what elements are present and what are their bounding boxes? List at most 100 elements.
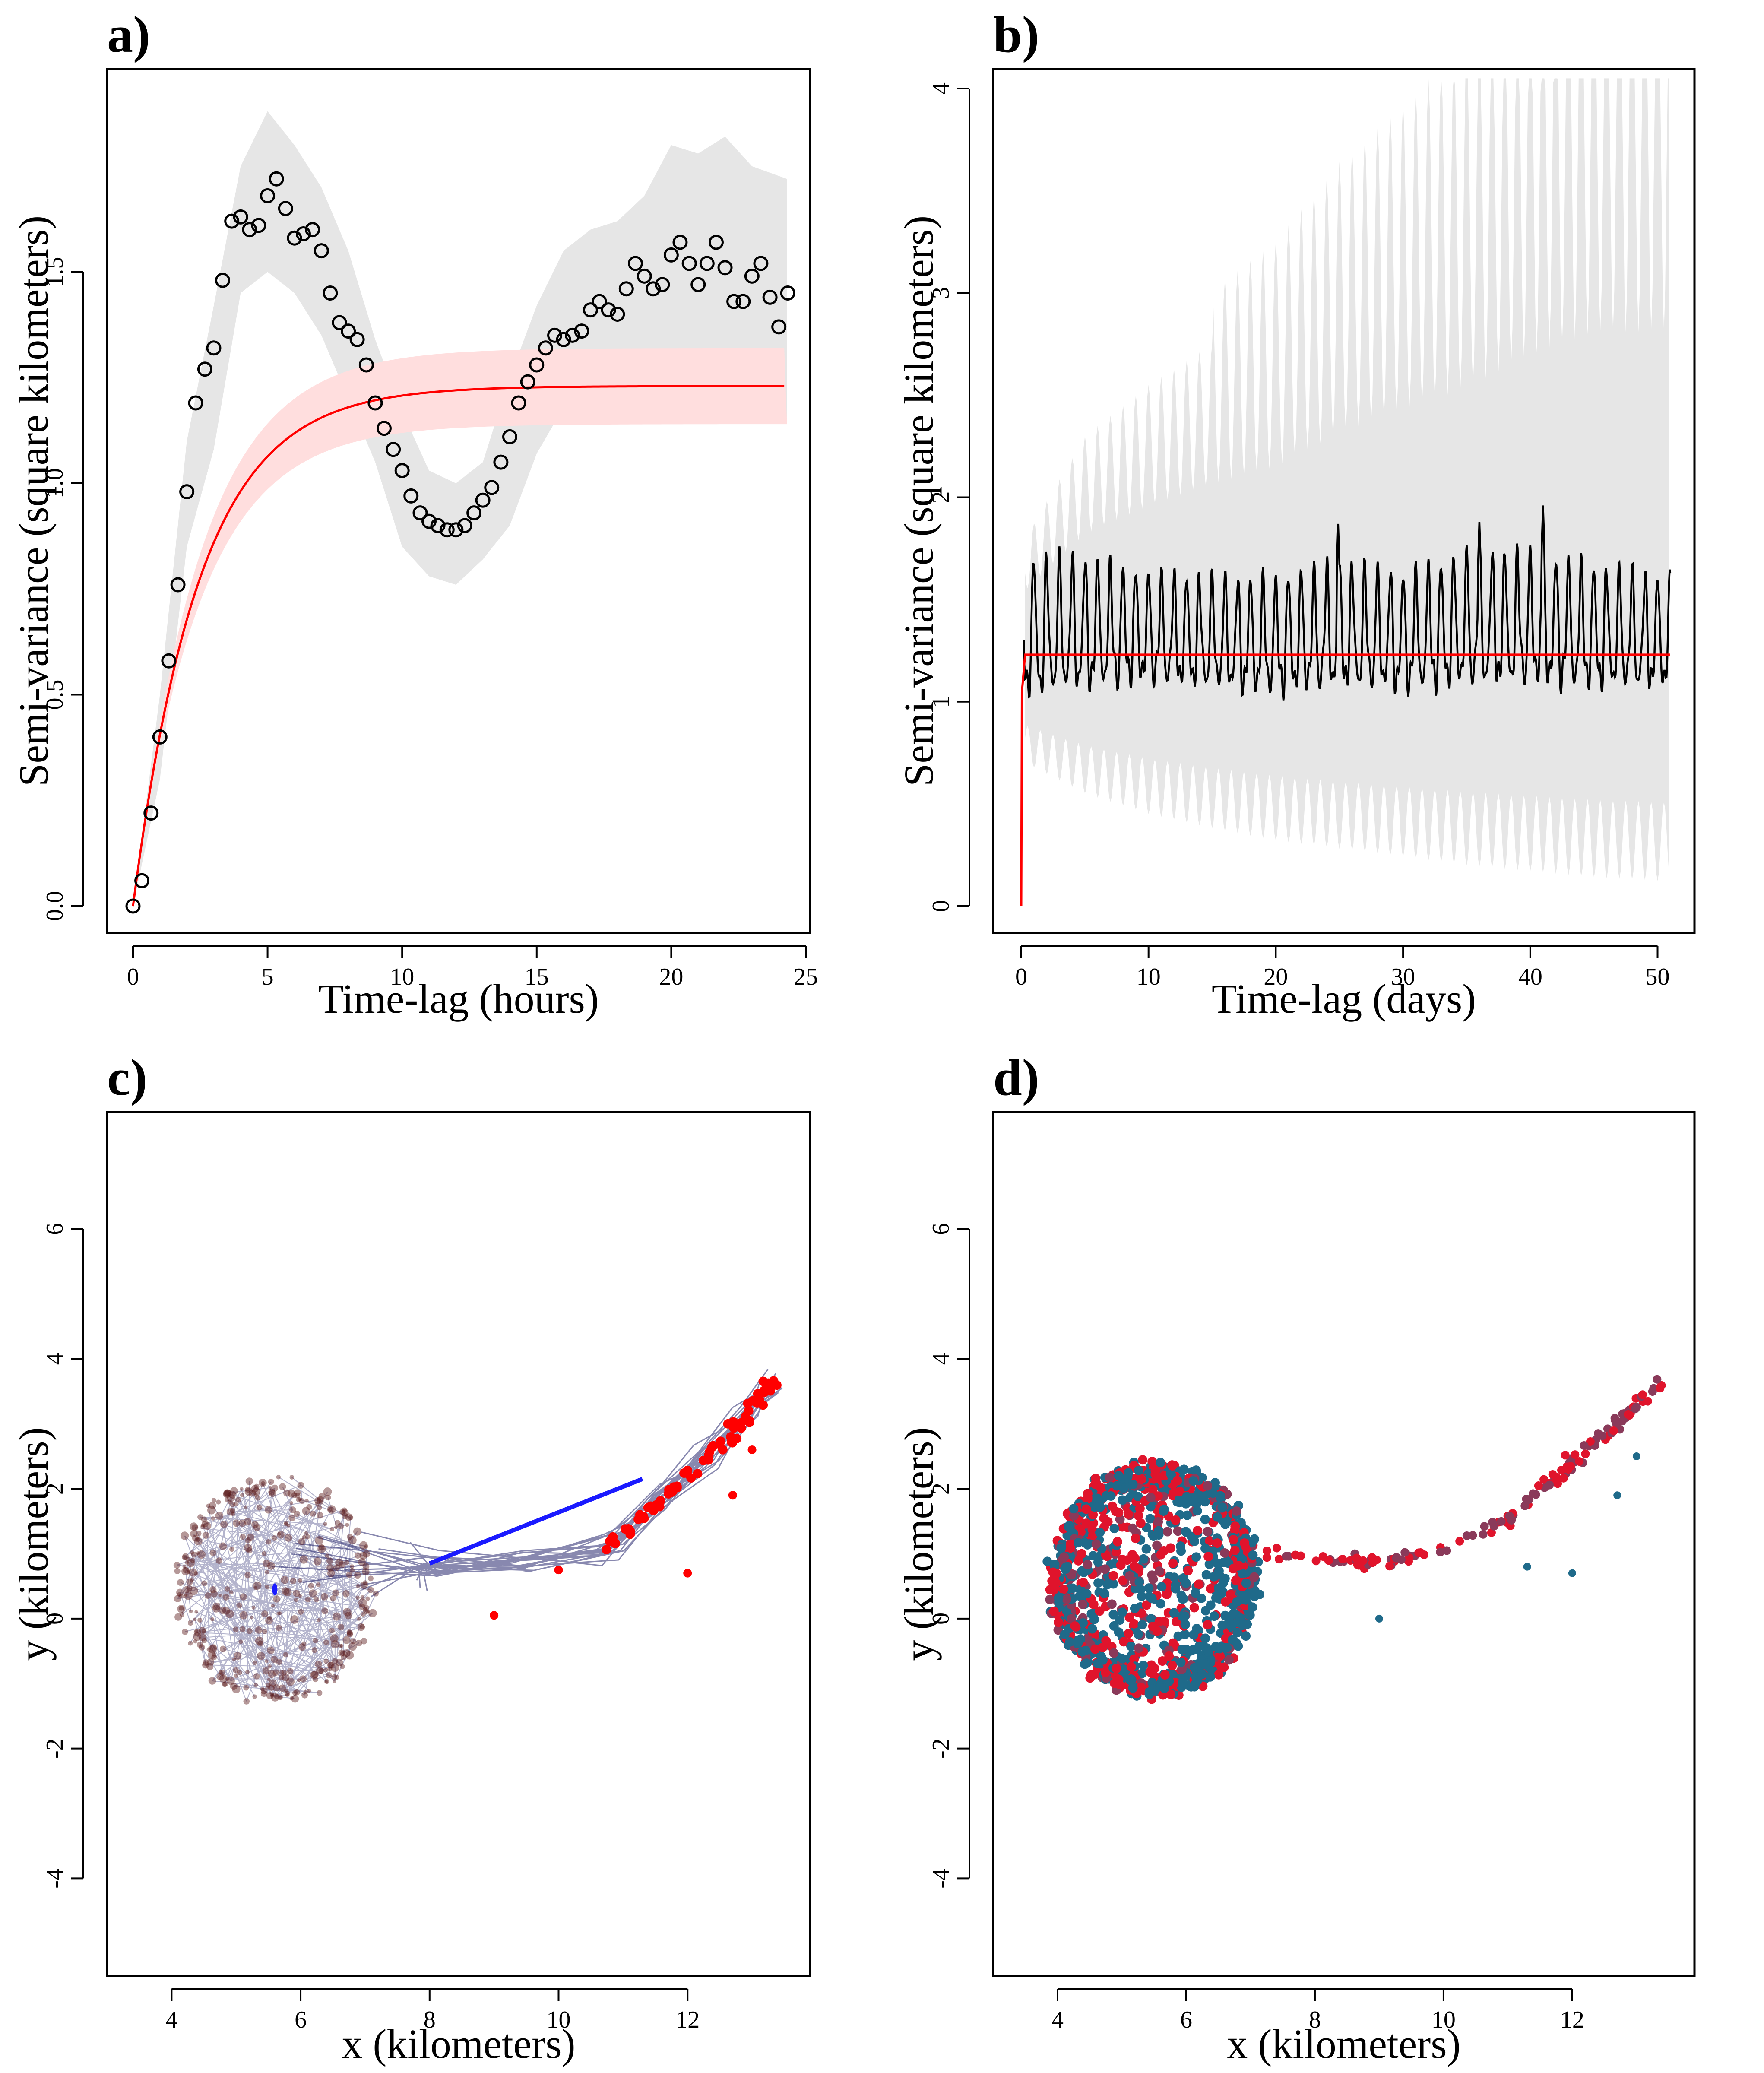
home-point (284, 1521, 288, 1525)
home-point (184, 1591, 193, 1600)
home-point (219, 1670, 225, 1676)
location-point (1130, 1561, 1140, 1571)
home-point (276, 1659, 282, 1665)
data-point (628, 256, 643, 271)
location-point (1205, 1672, 1215, 1682)
home-point (197, 1514, 203, 1520)
x-axis-title: Time-lag (hours) (318, 976, 599, 1022)
location-point (1220, 1597, 1230, 1607)
x-tick-label: 10 (390, 964, 414, 990)
home-point (223, 1490, 231, 1498)
location-point (1227, 1622, 1237, 1632)
home-point (332, 1658, 338, 1664)
location-point (1108, 1610, 1118, 1620)
data-point (663, 247, 679, 263)
location-point (1156, 1550, 1166, 1560)
location-point (1128, 1480, 1138, 1490)
home-point (227, 1494, 235, 1502)
home-point (201, 1629, 206, 1634)
location-point (1086, 1609, 1096, 1619)
home-point (302, 1535, 307, 1540)
location-point (1212, 1538, 1222, 1548)
home-point (219, 1542, 227, 1550)
home-point (323, 1667, 328, 1673)
data-point (412, 505, 428, 521)
home-point (362, 1568, 370, 1575)
home-point (294, 1598, 298, 1602)
location-point (1178, 1678, 1188, 1688)
excursion-point (1368, 1558, 1377, 1567)
home-point (327, 1666, 333, 1672)
home-point (279, 1670, 284, 1675)
location-point (1200, 1633, 1210, 1643)
data-point (386, 442, 401, 457)
location-point (1101, 1636, 1111, 1646)
location-point (1136, 1518, 1146, 1528)
location-point (1137, 1620, 1147, 1630)
data-point (269, 171, 284, 187)
excursion-point (610, 1538, 620, 1548)
location-point (1134, 1465, 1144, 1475)
home-point (355, 1639, 362, 1646)
location-point (1181, 1578, 1191, 1588)
home-point (181, 1567, 190, 1576)
location-point (1126, 1641, 1136, 1651)
home-point (364, 1605, 369, 1610)
location-point (1200, 1544, 1210, 1553)
home-point (343, 1649, 351, 1657)
home-point (316, 1512, 323, 1519)
location-point (1241, 1578, 1251, 1588)
home-point (326, 1672, 333, 1679)
location-point (1251, 1588, 1261, 1598)
location-point (1099, 1588, 1109, 1598)
location-point (1086, 1670, 1096, 1680)
panel-a-frame (106, 68, 811, 934)
home-point (339, 1561, 346, 1568)
home-point (289, 1696, 294, 1701)
home-point (196, 1531, 202, 1537)
excursion-point (1462, 1531, 1471, 1540)
excursion-point (1561, 1451, 1570, 1460)
home-point (306, 1504, 312, 1510)
y-tick-label: 1.0 (41, 468, 68, 498)
home-point (238, 1639, 243, 1644)
home-point (256, 1504, 263, 1511)
home-point (316, 1582, 321, 1587)
y-tick-label: -4 (41, 1868, 68, 1889)
home-point (276, 1611, 281, 1616)
location-point (1141, 1544, 1151, 1554)
home-point (225, 1677, 230, 1681)
location-point (1123, 1509, 1133, 1519)
home-point (305, 1499, 309, 1503)
location-point (1118, 1575, 1128, 1585)
home-point (177, 1579, 184, 1586)
home-point (261, 1610, 268, 1617)
excursion-point (1653, 1375, 1662, 1384)
home-point (226, 1508, 234, 1516)
excursion-point (1610, 1414, 1619, 1423)
y-axis-title: Semi-variance (square kilometers) (896, 216, 942, 786)
location-point (1079, 1568, 1089, 1578)
home-point (219, 1645, 227, 1653)
home-point (201, 1580, 207, 1586)
home-point (347, 1631, 353, 1638)
location-point (1133, 1492, 1143, 1502)
home-point (189, 1609, 193, 1613)
location-point (1060, 1629, 1070, 1639)
home-point (276, 1474, 281, 1480)
home-point (287, 1668, 294, 1675)
location-point (1191, 1588, 1200, 1598)
home-point (215, 1512, 224, 1520)
home-point (255, 1495, 261, 1501)
excursion-point (1552, 1473, 1561, 1482)
home-point (224, 1489, 231, 1497)
home-point (309, 1589, 317, 1598)
home-point (240, 1593, 247, 1601)
home-point (294, 1511, 300, 1517)
home-point (364, 1544, 368, 1549)
data-point (681, 256, 697, 271)
data-point (484, 480, 500, 495)
excursion-point (646, 1501, 656, 1511)
location-point (1173, 1631, 1183, 1641)
location-point (1201, 1570, 1211, 1580)
